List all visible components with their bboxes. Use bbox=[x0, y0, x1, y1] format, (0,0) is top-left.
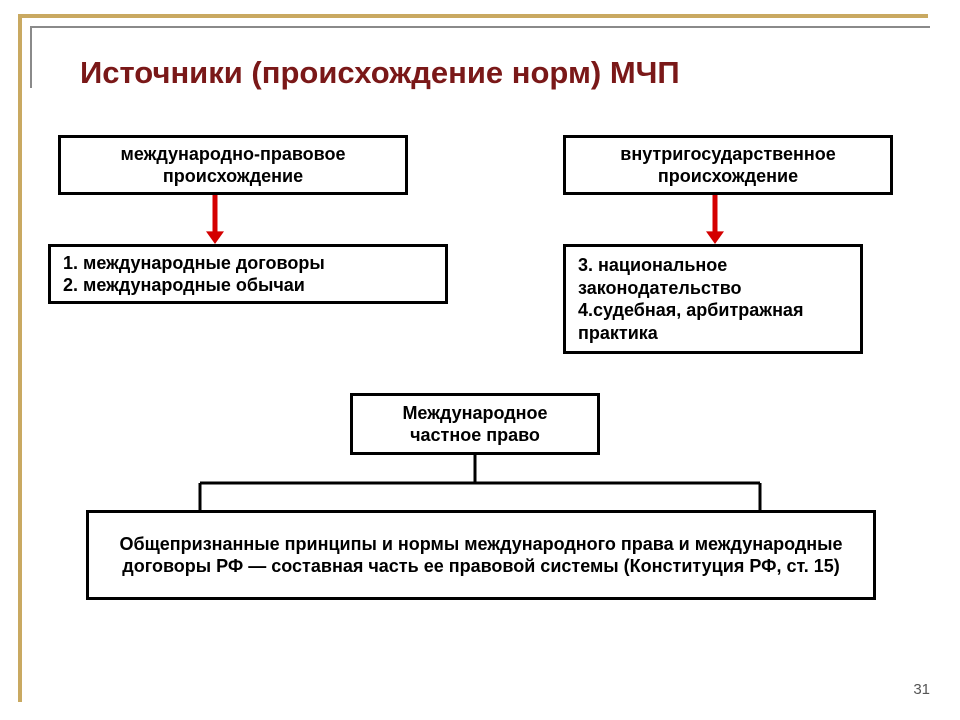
frame-outer-left bbox=[18, 14, 22, 702]
slide-title: Источники (происхождение норм) МЧП bbox=[80, 55, 680, 91]
box-domestic-origin: внутригосударственное происхождение bbox=[563, 135, 893, 195]
frame-inner-top bbox=[30, 26, 930, 28]
box-mchp: Международное частное право bbox=[350, 393, 600, 455]
box-domestic-sources: 3. национальное законодательство4.судебн… bbox=[563, 244, 863, 354]
box-international-origin: международно-правовое происхождение bbox=[58, 135, 408, 195]
box-international-sources: 1. международные договоры2. международны… bbox=[48, 244, 448, 304]
frame-inner-left bbox=[30, 26, 32, 88]
page-number: 31 bbox=[913, 681, 930, 698]
connectors-svg bbox=[0, 0, 960, 720]
frame-outer-top bbox=[18, 14, 928, 18]
box-principles: Общепризнанные принципы и нормы междунар… bbox=[86, 510, 876, 600]
